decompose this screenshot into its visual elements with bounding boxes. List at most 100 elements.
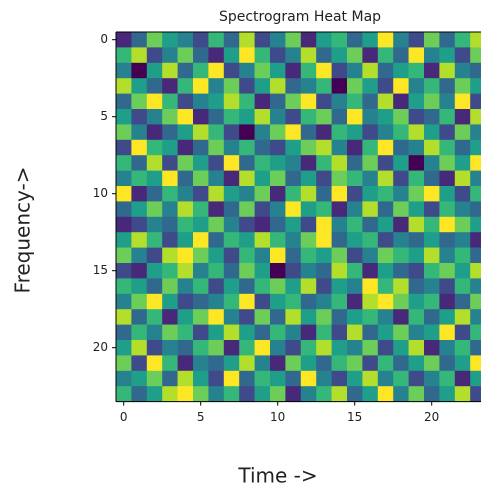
heatmap-cell [362, 155, 379, 171]
heatmap-cell [454, 386, 471, 402]
heatmap-cell [162, 278, 178, 295]
heatmap-cell [347, 170, 363, 187]
heatmap-cell [316, 32, 332, 48]
heatmap-cell [424, 309, 440, 325]
heatmap-cell [131, 216, 148, 233]
heatmap-cell [347, 62, 363, 79]
heatmap-cell [300, 232, 317, 248]
heatmap-cell [223, 78, 240, 94]
heatmap-cell [454, 155, 471, 171]
heatmap-cell [470, 324, 481, 341]
heatmap-cell [362, 386, 379, 402]
y-tick-label: 20 [93, 340, 108, 354]
heatmap-cell [300, 278, 317, 295]
heatmap-cell [377, 109, 394, 125]
heatmap-cell [116, 340, 132, 356]
heatmap-cell [347, 309, 363, 325]
heatmap-cell [223, 32, 240, 48]
heatmap-cell [454, 109, 471, 125]
heatmap-cell [347, 355, 363, 372]
heatmap-cell [254, 78, 271, 94]
heatmap-cell [439, 186, 456, 202]
heatmap-cell [208, 263, 225, 279]
heatmap-cell [424, 201, 440, 218]
heatmap-cell [285, 93, 302, 110]
heatmap-cell [223, 293, 240, 310]
heatmap-cell [424, 124, 440, 141]
heatmap-cell [347, 201, 363, 218]
heatmap-cell [439, 155, 456, 171]
heatmap-cell [300, 186, 317, 202]
heatmap-cell [270, 47, 286, 64]
heatmap-cell [239, 263, 255, 279]
heatmap-cell [454, 62, 471, 79]
heatmap-cell [285, 216, 302, 233]
heatmap-cell [331, 370, 348, 387]
heatmap-cell [162, 186, 178, 202]
heatmap-cell [270, 124, 286, 141]
heatmap-cell [223, 216, 240, 233]
heatmap-cell [177, 170, 194, 187]
heatmap-cell [393, 170, 409, 187]
heatmap-cell [270, 155, 286, 171]
heatmap-cell [131, 293, 148, 310]
heatmap-cell [270, 293, 286, 310]
heatmap-cell [331, 78, 348, 94]
heatmap-cell [470, 93, 481, 110]
heatmap-cell [131, 278, 148, 295]
heatmap-cell [208, 186, 225, 202]
heatmap-cell [131, 232, 148, 248]
heatmap-cell [193, 201, 209, 218]
heatmap-cell [254, 186, 271, 202]
heatmap-cell [116, 216, 132, 233]
heatmap-cell [408, 62, 425, 79]
heatmap-cell [393, 263, 409, 279]
heatmap-cell [223, 340, 240, 356]
heatmap-cell [424, 93, 440, 110]
heatmap-cell [146, 232, 163, 248]
heatmap-cell [193, 109, 209, 125]
heatmap-cell [270, 324, 286, 341]
heatmap-cell [193, 78, 209, 94]
heatmap-cell [470, 186, 481, 202]
heatmap-cell [300, 370, 317, 387]
heatmap-cell [223, 109, 240, 125]
heatmap-cell [162, 232, 178, 248]
heatmap-cell [331, 340, 348, 356]
heatmap-cell [316, 340, 332, 356]
heatmap-cell [193, 293, 209, 310]
heatmap-cell [377, 124, 394, 141]
heatmap-cell [362, 62, 379, 79]
heatmap-cell [116, 62, 132, 79]
heatmap-cell [408, 324, 425, 341]
heatmap-cell [146, 355, 163, 372]
heatmap-cell [193, 47, 209, 64]
heatmap-cell [193, 186, 209, 202]
heatmap-cell [362, 186, 379, 202]
heatmap-cell [377, 278, 394, 295]
heatmap-cell [316, 93, 332, 110]
heatmap-cell [285, 139, 302, 156]
heatmap-cell [424, 263, 440, 279]
heatmap-cell [331, 216, 348, 233]
heatmap-cell [116, 47, 132, 64]
heatmap-cell [377, 386, 394, 402]
heatmap-cell [162, 47, 178, 64]
heatmap-cell [193, 93, 209, 110]
heatmap-cell [162, 201, 178, 218]
heatmap-cell [177, 309, 194, 325]
heatmap-cell [470, 278, 481, 295]
heatmap-cell [331, 186, 348, 202]
heatmap-cell [316, 247, 332, 264]
heatmap-cell [470, 124, 481, 141]
heatmap-cell [116, 170, 132, 187]
heatmap-cell [193, 155, 209, 171]
x-tick-label: 5 [197, 410, 205, 424]
heatmap-cell [131, 370, 148, 387]
heatmap-cell [116, 201, 132, 218]
heatmap-cell [331, 355, 348, 372]
heatmap-cell [239, 278, 255, 295]
heatmap-cell [362, 216, 379, 233]
heatmap-cell [162, 216, 178, 233]
heatmap-cell [347, 47, 363, 64]
